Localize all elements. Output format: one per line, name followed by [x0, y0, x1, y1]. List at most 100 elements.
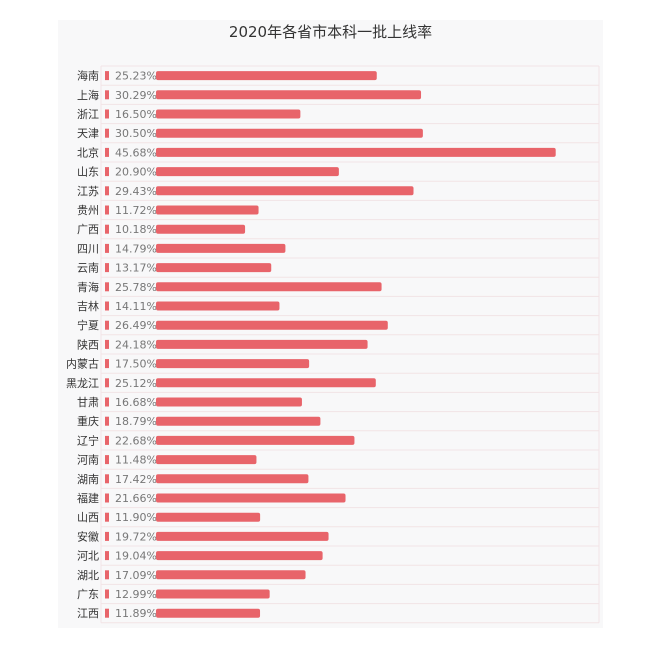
category-label: 上海 [77, 88, 99, 102]
bar [156, 589, 270, 599]
category-label: 海南 [77, 69, 99, 83]
bar-marker [105, 109, 109, 119]
bar-marker [105, 147, 109, 157]
category-label: 江西 [77, 607, 99, 620]
bar [156, 109, 301, 119]
bar [156, 416, 321, 426]
data-label: 29.43% [115, 185, 157, 198]
category-label: 湖南 [77, 473, 99, 486]
bar [156, 282, 382, 292]
category-label: 贵州 [77, 204, 99, 217]
bar-marker [105, 378, 109, 388]
data-label: 16.50% [115, 108, 157, 121]
data-label: 11.48% [115, 454, 157, 467]
bar [156, 570, 306, 580]
data-label: 17.50% [115, 358, 157, 371]
data-label: 13.17% [115, 262, 157, 275]
data-label: 11.72% [115, 204, 157, 217]
data-label: 26.49% [115, 319, 157, 332]
bar [156, 551, 323, 561]
category-label: 山西 [77, 511, 99, 524]
chart-title: 2020年各省市本科一批上线率 [228, 23, 433, 41]
bar-marker [105, 243, 109, 253]
bar [156, 263, 272, 273]
bar-marker [105, 474, 109, 484]
data-label: 19.72% [115, 530, 157, 543]
category-label: 内蒙古 [66, 357, 99, 371]
bar-marker [105, 531, 109, 541]
bar-marker [105, 512, 109, 522]
bar-marker [105, 90, 109, 100]
data-label: 12.99% [115, 588, 157, 601]
data-label: 14.11% [115, 300, 157, 313]
category-label: 吉林 [77, 299, 99, 313]
category-label: 河南 [77, 454, 99, 467]
data-label: 30.29% [115, 89, 157, 102]
data-label: 25.23% [115, 70, 157, 83]
bar [156, 128, 423, 138]
bar-marker [105, 339, 109, 349]
category-label: 宁夏 [77, 318, 99, 332]
bar [156, 301, 280, 311]
bar [156, 455, 257, 465]
bar-marker [105, 167, 109, 177]
data-label: 25.78% [115, 281, 157, 294]
category-label: 北京 [77, 145, 99, 159]
data-label: 17.09% [115, 569, 157, 582]
bar-marker [105, 416, 109, 426]
bar [156, 243, 286, 253]
bar-marker [105, 320, 109, 330]
category-label: 福建 [77, 491, 99, 505]
data-label: 24.18% [115, 338, 157, 351]
bar-marker [105, 128, 109, 138]
bar [156, 186, 414, 196]
bar-marker [105, 186, 109, 196]
category-label: 四川 [77, 242, 99, 255]
category-label: 安徽 [77, 529, 99, 543]
bar [156, 147, 556, 157]
bar [156, 493, 346, 503]
data-label: 16.68% [115, 396, 157, 409]
data-label: 14.79% [115, 242, 157, 255]
bar [156, 608, 261, 618]
data-label: 11.89% [115, 607, 157, 620]
data-label: 10.18% [115, 223, 157, 236]
bar-marker [105, 455, 109, 465]
bar-marker [105, 263, 109, 273]
data-label: 30.50% [115, 127, 157, 140]
bar-marker [105, 71, 109, 81]
category-label: 重庆 [77, 414, 99, 428]
data-label: 11.90% [115, 511, 157, 524]
category-label: 黑龙江 [66, 377, 99, 390]
category-label: 山东 [77, 166, 99, 179]
category-label: 河北 [77, 550, 99, 563]
data-label: 21.66% [115, 492, 157, 505]
data-label: 45.68% [115, 146, 157, 159]
bar-marker [105, 493, 109, 503]
data-label: 22.68% [115, 434, 157, 447]
category-label: 云南 [77, 262, 99, 275]
bar-marker [105, 570, 109, 580]
data-label: 17.42% [115, 473, 157, 486]
bar [156, 397, 302, 407]
bar-marker [105, 205, 109, 215]
bar [156, 205, 259, 215]
bar [156, 435, 355, 445]
category-label: 湖北 [77, 569, 99, 582]
bar-marker [105, 397, 109, 407]
bar-marker [105, 359, 109, 369]
category-label: 青海 [77, 280, 99, 294]
bar-marker [105, 282, 109, 292]
bar-marker [105, 224, 109, 234]
category-label: 辽宁 [77, 433, 99, 447]
bar-marker [105, 589, 109, 599]
bar [156, 512, 261, 522]
data-label: 18.79% [115, 415, 157, 428]
category-label: 江苏 [77, 185, 99, 198]
data-label: 19.04% [115, 550, 157, 563]
data-label: 25.12% [115, 377, 157, 390]
bar [156, 531, 329, 541]
bar-marker [105, 551, 109, 561]
bar [156, 474, 309, 484]
